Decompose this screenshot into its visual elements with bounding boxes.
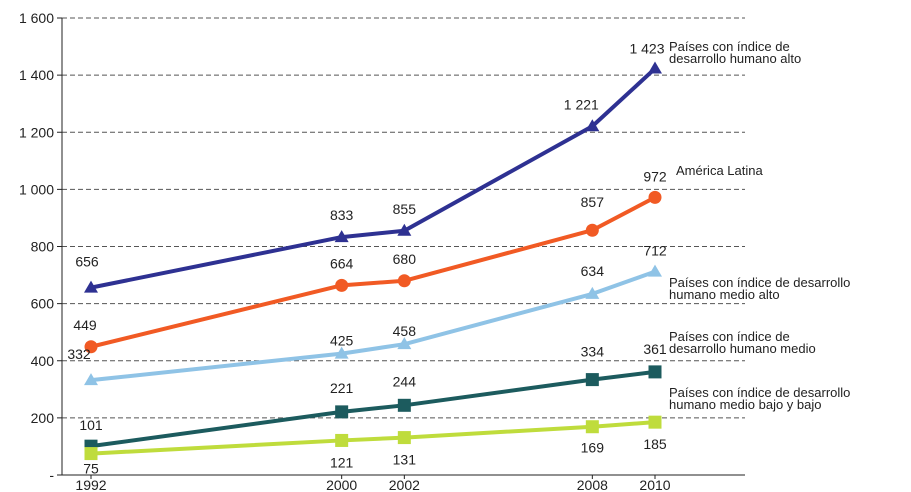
data-label: 244 xyxy=(393,373,417,389)
series-name-line: desarrollo humano medio xyxy=(669,341,816,356)
series-name-line: Países con índice de xyxy=(669,39,790,54)
y-tick-label: 1 200 xyxy=(19,124,54,140)
data-point-triangle xyxy=(648,264,662,277)
data-point-triangle xyxy=(84,280,98,293)
data-label: 332 xyxy=(67,346,91,362)
y-tick-label: 800 xyxy=(31,239,55,255)
data-point-square xyxy=(648,365,662,379)
y-tick-label: 1 600 xyxy=(19,10,54,26)
data-label: 458 xyxy=(393,323,417,339)
series-name-label: Países con índice de desarrollo humano me… xyxy=(669,275,850,302)
series-line xyxy=(90,420,656,456)
series-name-label: Países con índice de desarrollo humano me… xyxy=(669,329,816,356)
y-tick-label: 1 400 xyxy=(19,67,54,83)
data-label: 634 xyxy=(581,263,605,279)
series-group xyxy=(84,61,662,461)
data-point-triangle xyxy=(648,61,662,74)
data-point-square xyxy=(648,415,662,429)
data-point-triangle xyxy=(585,286,600,299)
data-point-triangle xyxy=(397,223,412,236)
data-label: 1 423 xyxy=(629,41,664,57)
series-name-line: desarrollo humano alto xyxy=(669,51,801,66)
data-label: 425 xyxy=(330,333,354,349)
data-label: 855 xyxy=(393,201,417,217)
series-5 xyxy=(84,415,662,461)
data-point-square xyxy=(335,405,349,419)
data-label: 101 xyxy=(79,417,103,433)
data-point-circle xyxy=(397,274,411,288)
data-point-circle xyxy=(585,223,599,237)
series-name-line: Países con índice de desarrollo xyxy=(669,275,850,290)
data-point-circle xyxy=(335,278,349,292)
y-tick-label: 1 000 xyxy=(19,181,54,197)
data-label: 857 xyxy=(581,194,605,210)
data-label: 221 xyxy=(330,380,354,396)
data-label: 833 xyxy=(330,207,354,223)
data-point-square xyxy=(397,431,411,445)
series-name-label: América Latina xyxy=(676,163,763,178)
data-labels: 656 833 855 1 221 1 423 449 664 680 857 972 332 425… xyxy=(67,41,667,477)
data-point-square xyxy=(84,447,98,461)
data-point-triangle xyxy=(334,346,349,359)
data-point-square xyxy=(335,433,349,447)
data-label: 334 xyxy=(581,344,605,360)
x-tick-label: 2008 xyxy=(577,477,608,492)
data-label: 169 xyxy=(581,440,605,456)
series-name-line: Países con índice de xyxy=(669,329,790,344)
series-name-line: América Latina xyxy=(676,163,763,178)
series-name-line: humano medio bajo y bajo xyxy=(669,397,822,412)
x-axis-ticks: 1992 2000 2002 2008 2010 xyxy=(75,475,671,492)
y-axis-ticks: - 200 400 600 800 1 000 1 200 1 400 1 600 xyxy=(19,10,62,483)
data-point-square xyxy=(397,398,411,412)
data-label: 1 221 xyxy=(564,96,599,112)
data-label: 656 xyxy=(75,254,99,270)
series-3 xyxy=(84,264,662,386)
y-tick-label: 200 xyxy=(31,410,55,426)
series-name-label: Países con índice de desarrollo humano al… xyxy=(669,39,801,66)
y-tick-label: 600 xyxy=(31,296,55,312)
data-point-square xyxy=(585,373,599,387)
data-label: 712 xyxy=(643,243,667,259)
data-point-circle xyxy=(648,190,662,204)
data-label: 185 xyxy=(643,436,667,452)
data-label: 121 xyxy=(330,454,354,470)
data-point-circle xyxy=(84,340,98,354)
series-line xyxy=(90,369,656,449)
data-label: 449 xyxy=(73,317,97,333)
data-label: 680 xyxy=(393,251,417,267)
data-point-triangle xyxy=(397,337,412,350)
data-label: 664 xyxy=(330,255,354,271)
series-name-line: Países con índice de desarrollo xyxy=(669,385,850,400)
data-label: 75 xyxy=(83,461,99,477)
series-1 xyxy=(84,61,662,293)
x-tick-label: 2010 xyxy=(639,477,670,492)
data-point-square xyxy=(585,420,599,434)
data-point-triangle xyxy=(585,119,600,132)
x-tick-label: 1992 xyxy=(75,477,106,492)
x-tick-label: 2002 xyxy=(389,477,420,492)
data-label: 131 xyxy=(393,452,417,468)
y-tick-label: 400 xyxy=(31,353,55,369)
data-point-triangle xyxy=(334,230,349,243)
series-name-line: humano medio alto xyxy=(669,287,780,302)
x-tick-label: 2000 xyxy=(326,477,357,492)
series-labels: Países con índice de desarrollo humano al… xyxy=(669,39,850,412)
y-tick-label: - xyxy=(49,467,54,483)
gridlines xyxy=(62,17,745,419)
data-label: 972 xyxy=(643,168,667,184)
data-point-triangle xyxy=(84,373,98,386)
data-label: 361 xyxy=(643,341,667,357)
series-2 xyxy=(84,190,662,354)
series-name-label: Países con índice de desarrollo humano me… xyxy=(669,385,850,412)
